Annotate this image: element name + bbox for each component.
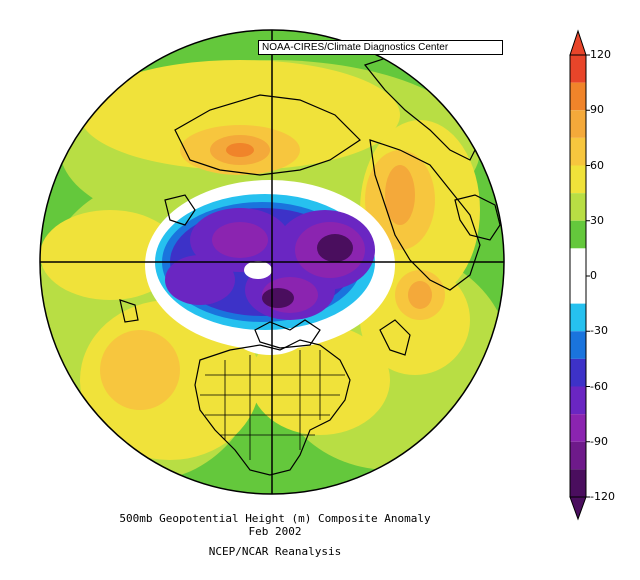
- colorbar-band: [570, 193, 586, 221]
- caption-date: Feb 2002: [248, 525, 302, 538]
- colorbar-tick-label: -60: [590, 379, 608, 393]
- colorbar-band: [570, 220, 586, 249]
- colorbar-band: [570, 441, 586, 470]
- caption-source: NCEP/NCAR Reanalysis: [208, 545, 342, 558]
- credit-label: NOAA-CIRES/Climate Diagnostics Center: [258, 40, 503, 55]
- colorbar: [569, 29, 590, 521]
- colorbar-tick-label: 0: [590, 269, 597, 282]
- colorbar-tick-label: 30: [590, 213, 604, 227]
- colorbar-tick-label: 60: [590, 158, 604, 172]
- colorbar-band: [570, 303, 586, 332]
- colorbar-tick-label: -30: [590, 324, 608, 338]
- colorbar-band: [570, 110, 586, 138]
- colorbar-band: [570, 276, 586, 304]
- colorbar-max-arrow: [569, 29, 587, 56]
- boundaries: [200, 350, 345, 460]
- colorbar-band: [570, 331, 586, 359]
- caption-title: 500mb Geopotential Height (m) Composite …: [119, 512, 431, 525]
- colorbar-tick-label: -90: [590, 434, 608, 448]
- anomaly-field: [40, 30, 504, 494]
- colorbar-band: [570, 248, 586, 276]
- colorbar-band: [570, 55, 586, 83]
- colorbar-tick-label: 90: [590, 103, 604, 117]
- colorbar-band: [570, 386, 586, 415]
- colorbar-band: [570, 137, 586, 166]
- colorbar-tick-label: 120: [590, 48, 611, 61]
- colorbar-band: [570, 469, 586, 497]
- colorbar-band: [570, 358, 586, 387]
- colorbar-min-arrow: [569, 496, 587, 521]
- colorbar-tick-label: -120: [590, 490, 615, 503]
- colorbar-band: [570, 165, 586, 194]
- colorbar-band: [570, 82, 586, 111]
- colorbar-band: [570, 414, 586, 442]
